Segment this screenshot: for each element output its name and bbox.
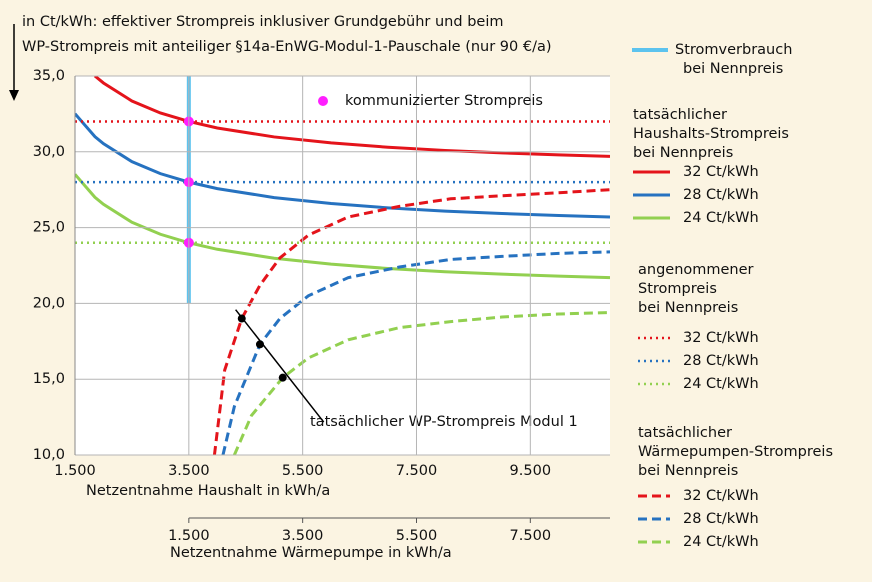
x-tick-label: 5.500	[282, 463, 324, 479]
x2-axis-label: Netzentnahme Wärmepumpe in kWh/a	[170, 545, 452, 561]
x2-tick-label: 5.500	[396, 528, 438, 544]
x2-tick-label: 1.500	[168, 528, 210, 544]
x-axis-label: Netzentnahme Haushalt in kWh/a	[86, 483, 330, 499]
series-line	[75, 112, 610, 219]
legend-label: 32 Ct/kWh	[683, 488, 759, 504]
x-tick-label: 7.500	[396, 463, 438, 479]
legend-label: 24 Ct/kWh	[683, 376, 759, 392]
legend-label: 32 Ct/kWh	[683, 330, 759, 346]
annotation-line	[235, 309, 325, 423]
legend-label: Stromverbrauch	[675, 42, 792, 58]
legend-label: 28 Ct/kWh	[683, 511, 759, 527]
title-line: WP-Strompreis mit anteiliger §14a-EnWG-M…	[22, 39, 552, 55]
legend-title: bei Nennpreis	[638, 300, 738, 316]
x-tick-label: 1.500	[54, 463, 96, 479]
x-tick-label: 9.500	[510, 463, 552, 479]
y-tick-label: 30,0	[33, 144, 65, 160]
legend-label: kommunizierter Strompreis	[345, 93, 543, 109]
modul1-point	[237, 314, 246, 323]
y-tick-label: 35,0	[33, 68, 65, 84]
y-tick-label: 10,0	[33, 447, 65, 463]
legend-label: 28 Ct/kWh	[683, 353, 759, 369]
x2-tick-label: 7.500	[510, 528, 552, 544]
modul1-point	[255, 340, 264, 349]
legend-title: Strompreis	[638, 281, 717, 297]
axis-arrow-head	[9, 90, 19, 101]
modul1-point	[278, 373, 287, 382]
legend-label: 28 Ct/kWh	[683, 187, 759, 203]
series-line	[93, 76, 610, 158]
legend-marker	[318, 96, 328, 106]
x-tick-label: 3.500	[168, 463, 210, 479]
series-line	[212, 188, 610, 455]
legend-title: tatsächlicher	[633, 107, 727, 123]
legend-label: 24 Ct/kWh	[683, 534, 759, 550]
legend-title: angenommener	[638, 262, 754, 278]
legend-label: bei Nennpreis	[683, 61, 783, 77]
legend-title: bei Nennpreis	[638, 463, 738, 479]
series-line	[221, 250, 610, 455]
x2-tick-label: 3.500	[282, 528, 324, 544]
legend-title: bei Nennpreis	[633, 145, 733, 161]
legend-title: Wärmepumpen-Strompreis	[638, 444, 833, 460]
annotation: tatsächlicher WP-Strompreis Modul 1	[310, 414, 578, 430]
legend-label: 24 Ct/kWh	[683, 210, 759, 226]
title-line: in Ct/kWh: effektiver Strompreis inklusi…	[22, 14, 503, 30]
y-tick-label: 15,0	[33, 371, 65, 387]
series-line	[75, 173, 610, 280]
legend-label: 32 Ct/kWh	[683, 164, 759, 180]
legend-title: Haushalts-Strompreis	[633, 126, 789, 142]
y-tick-label: 25,0	[33, 220, 65, 236]
legend-title: tatsächlicher	[638, 425, 732, 441]
y-tick-label: 20,0	[33, 295, 65, 311]
